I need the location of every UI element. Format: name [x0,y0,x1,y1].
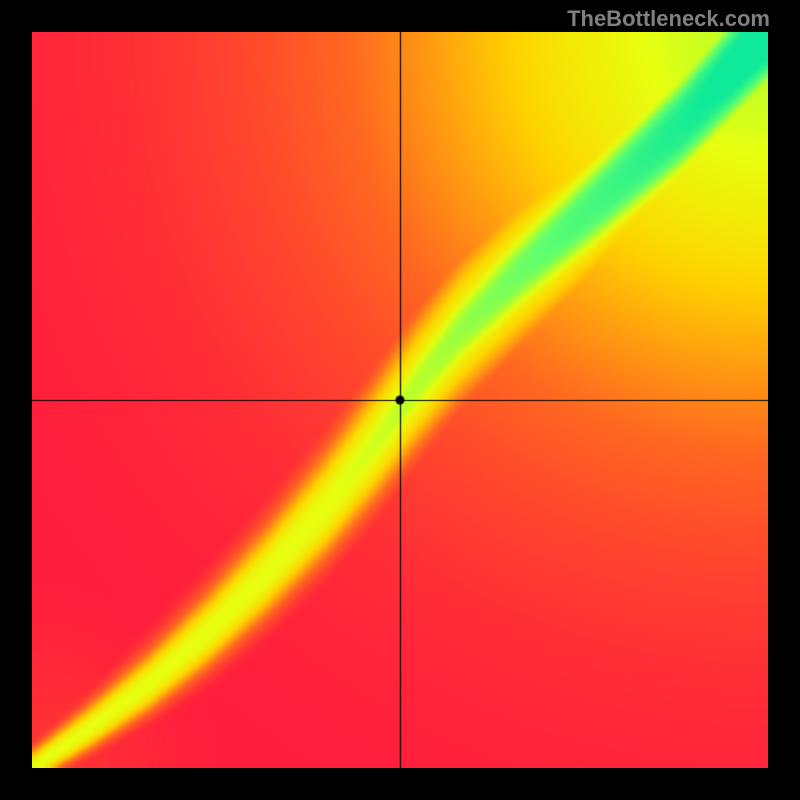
watermark-text: TheBottleneck.com [567,6,770,32]
crosshair-canvas [32,32,768,768]
chart-frame: TheBottleneck.com [0,0,800,800]
